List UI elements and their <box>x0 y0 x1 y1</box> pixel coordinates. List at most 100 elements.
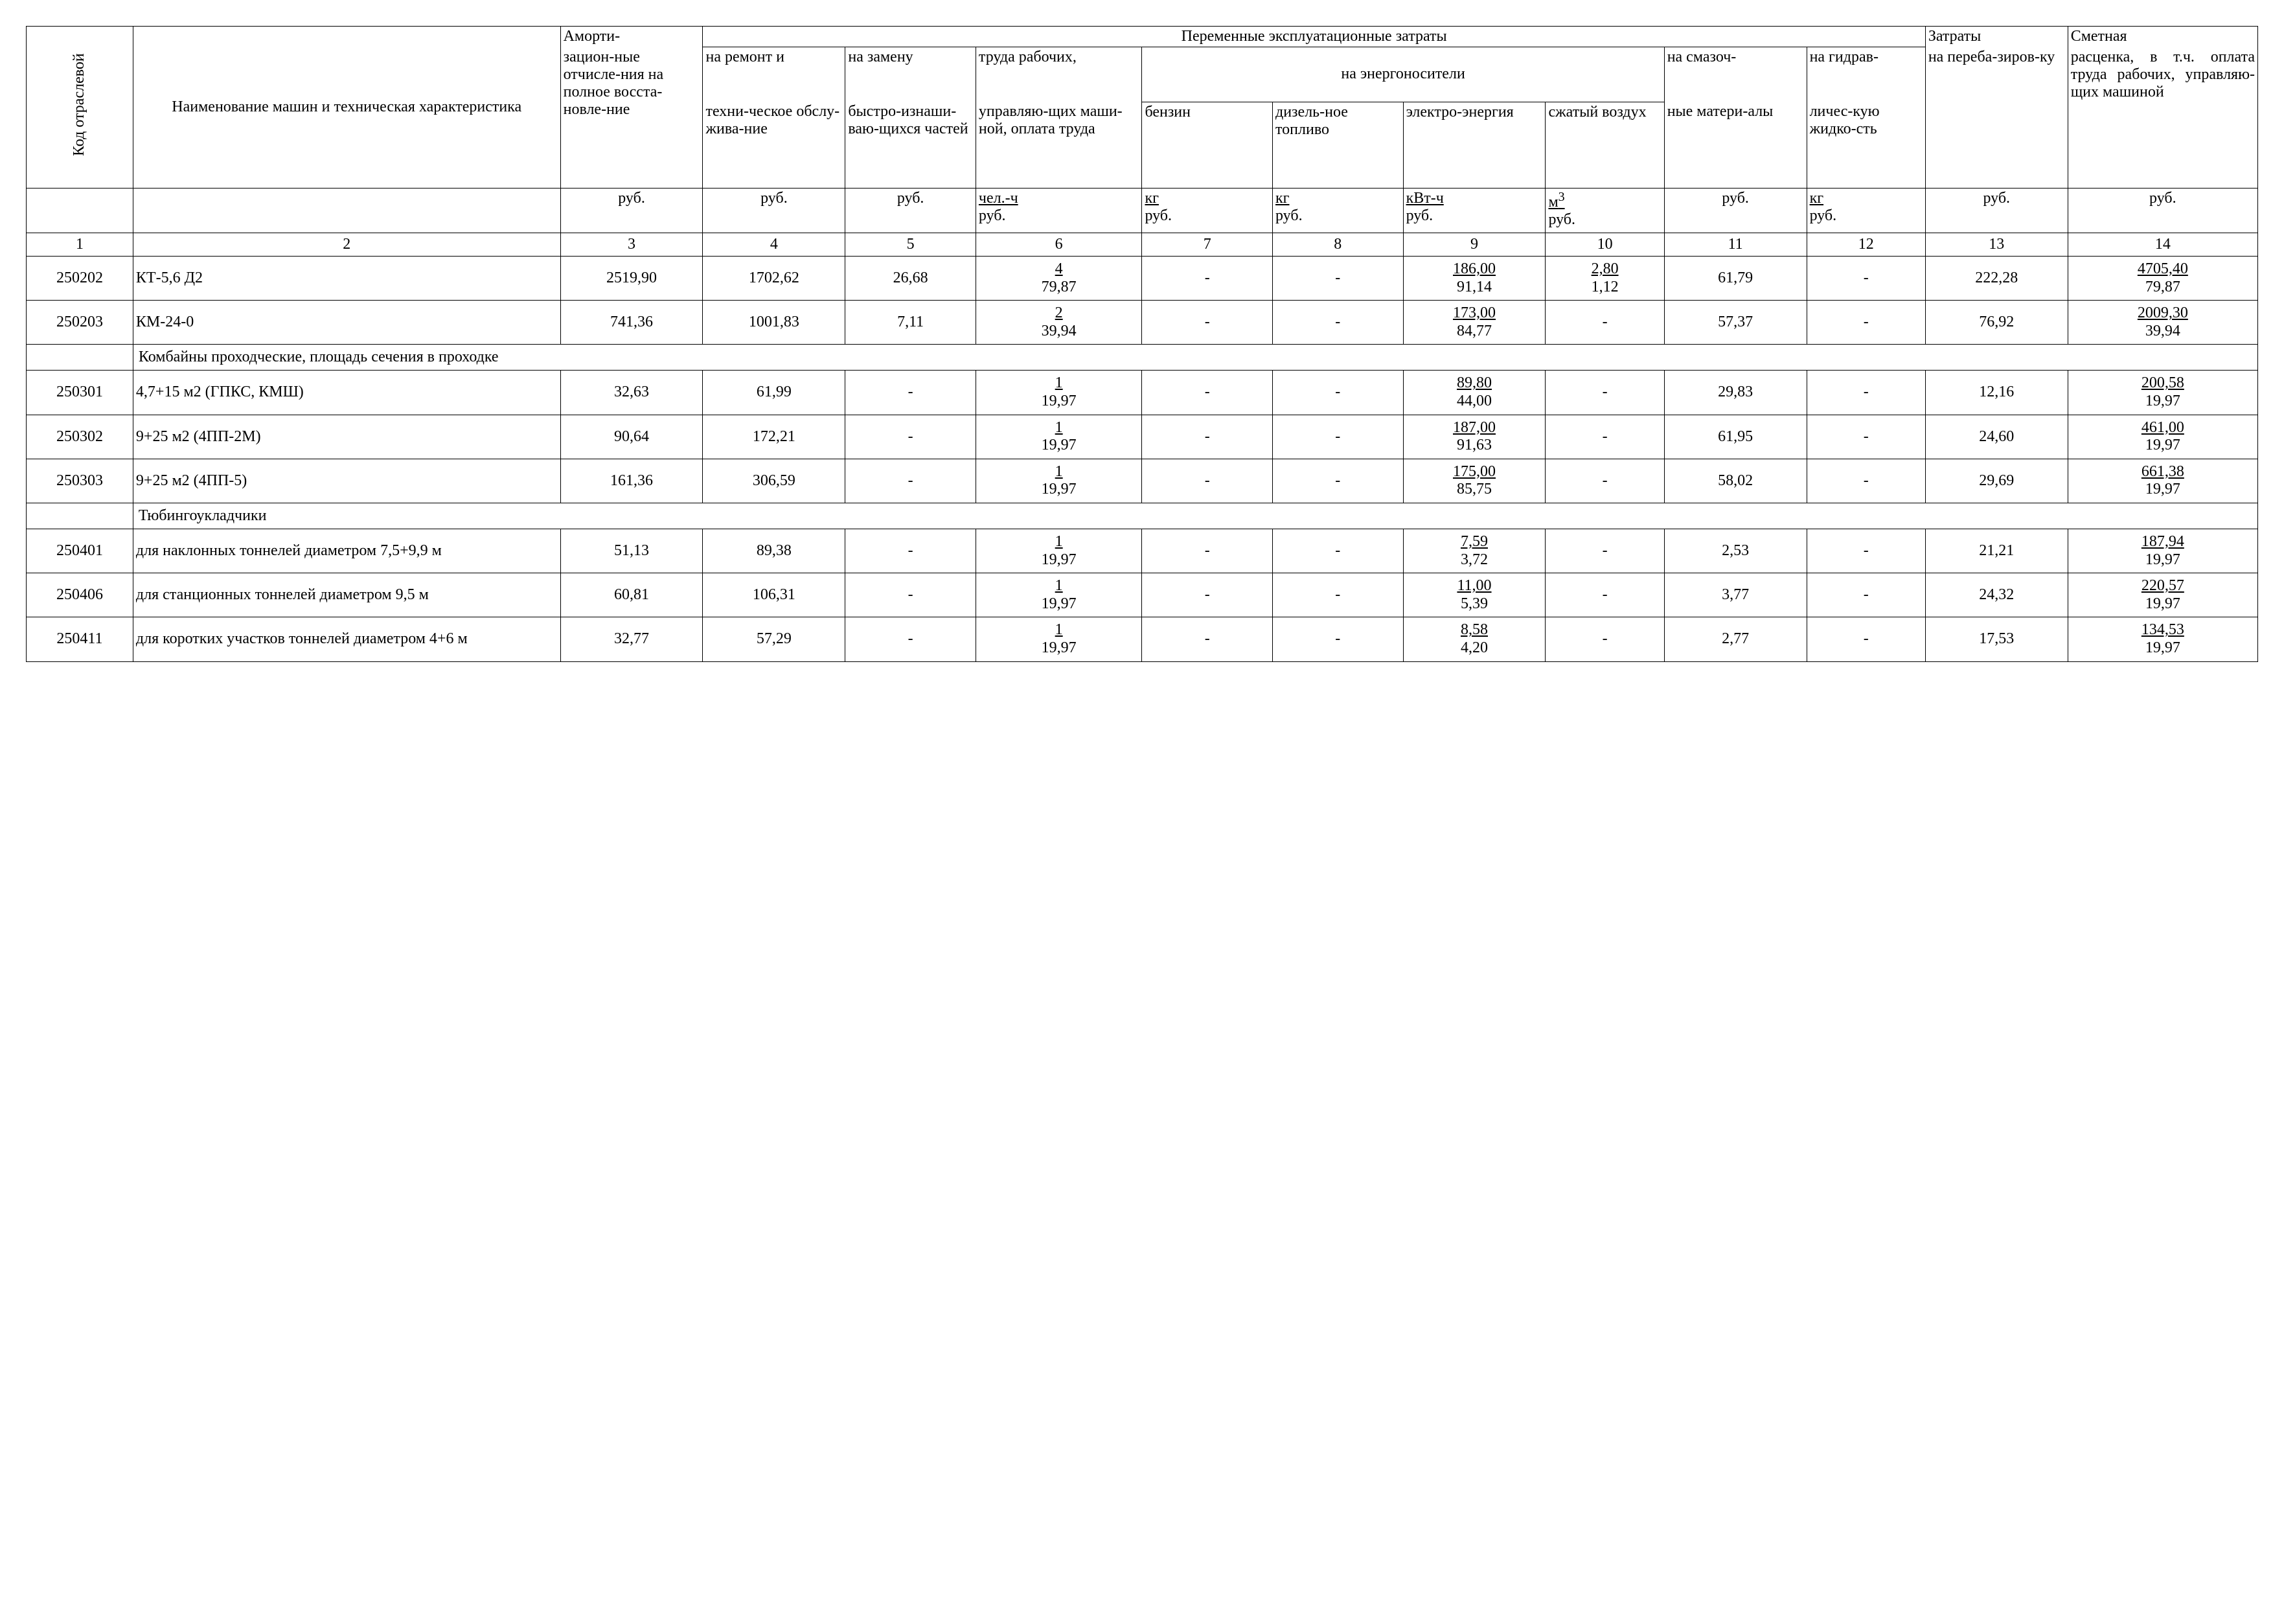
c9: 89,8044,00 <box>1403 371 1546 415</box>
hdr-col8: дизель-ное топливо <box>1273 102 1404 188</box>
code-cell: 250411 <box>27 617 133 661</box>
hdr-col6: управляю-щих маши-ной, оплата труда <box>976 102 1142 188</box>
c10: - <box>1546 371 1664 415</box>
cn11: 11 <box>1664 233 1807 257</box>
c9: 11,005,39 <box>1403 573 1546 617</box>
c8: - <box>1273 301 1404 345</box>
c8: - <box>1273 257 1404 301</box>
c3: 161,36 <box>560 459 703 503</box>
hdr-col14: расценка, в т.ч. оплата труда рабочих, у… <box>2068 47 2257 189</box>
cn1: 1 <box>27 233 133 257</box>
name-cell: 9+25 м2 (4ПП-2М) <box>133 415 560 459</box>
u14: руб. <box>2068 189 2257 233</box>
c10: - <box>1546 573 1664 617</box>
hdr-col10: сжатый воздух <box>1546 102 1664 188</box>
c4: 61,99 <box>703 371 845 415</box>
name-cell: 4,7+15 м2 (ГПКС, КМШ) <box>133 371 560 415</box>
c11: 2,77 <box>1664 617 1807 661</box>
c9: 8,584,20 <box>1403 617 1546 661</box>
u10: м3руб. <box>1546 189 1664 233</box>
c9: 7,593,72 <box>1403 529 1546 573</box>
code-cell: 250302 <box>27 415 133 459</box>
cn6: 6 <box>976 233 1142 257</box>
c4: 172,21 <box>703 415 845 459</box>
c3: 60,81 <box>560 573 703 617</box>
c12: - <box>1807 371 1925 415</box>
c3: 2519,90 <box>560 257 703 301</box>
u12: кгруб. <box>1807 189 1925 233</box>
c9: 173,0084,77 <box>1403 301 1546 345</box>
table-row: 250203КМ-24-0741,361001,837,11239,94--17… <box>27 301 2258 345</box>
code-cell: 250301 <box>27 371 133 415</box>
cn10: 10 <box>1546 233 1664 257</box>
c4: 306,59 <box>703 459 845 503</box>
c5: 26,68 <box>845 257 976 301</box>
name-cell: КТ-5,6 Д2 <box>133 257 560 301</box>
cn8: 8 <box>1273 233 1404 257</box>
c10: - <box>1546 529 1664 573</box>
c11: 2,53 <box>1664 529 1807 573</box>
cn2: 2 <box>133 233 560 257</box>
c7: - <box>1142 459 1273 503</box>
c5: - <box>845 617 976 661</box>
cn3: 3 <box>560 233 703 257</box>
c14: 2009,3039,94 <box>2068 301 2257 345</box>
section-title: Тюбингоукладчики <box>133 503 2257 529</box>
table-row: 2503029+25 м2 (4ПП-2М)90,64172,21-119,97… <box>27 415 2258 459</box>
u9: кВт-чруб. <box>1403 189 1546 233</box>
c13: 76,92 <box>1925 301 2068 345</box>
c6: 119,97 <box>976 529 1142 573</box>
c6: 119,97 <box>976 371 1142 415</box>
hdr-col3: зацион-ные отчисле-ния на полное восста-… <box>560 47 703 189</box>
c11: 29,83 <box>1664 371 1807 415</box>
section-row: Тюбингоукладчики <box>27 503 2258 529</box>
c7: - <box>1142 257 1273 301</box>
hdr-col6-top: труда рабочих, <box>976 47 1142 102</box>
code-cell: 250203 <box>27 301 133 345</box>
c7: - <box>1142 617 1273 661</box>
hdr-col13-top: Затраты <box>1925 27 2068 47</box>
c9: 175,0085,75 <box>1403 459 1546 503</box>
c11: 57,37 <box>1664 301 1807 345</box>
c6: 119,97 <box>976 415 1142 459</box>
c5: - <box>845 415 976 459</box>
c14: 220,5719,97 <box>2068 573 2257 617</box>
c3: 32,63 <box>560 371 703 415</box>
c10: 2,801,12 <box>1546 257 1664 301</box>
c4: 1001,83 <box>703 301 845 345</box>
c3: 741,36 <box>560 301 703 345</box>
table-row: 250406для станционных тоннелей диаметром… <box>27 573 2258 617</box>
c10: - <box>1546 459 1664 503</box>
c10: - <box>1546 617 1664 661</box>
c5: - <box>845 573 976 617</box>
c12: - <box>1807 301 1925 345</box>
cn5: 5 <box>845 233 976 257</box>
hdr-col5-top: на замену <box>845 47 976 102</box>
hdr-col7: бензин <box>1142 102 1273 188</box>
hdr-col4: техни-ческое обслу-жива-ние <box>703 102 845 188</box>
units-row: руб. руб. руб. чел.-чруб. кгруб. кгруб. … <box>27 189 2258 233</box>
cn9: 9 <box>1403 233 1546 257</box>
c13: 24,60 <box>1925 415 2068 459</box>
c7: - <box>1142 371 1273 415</box>
c7: - <box>1142 573 1273 617</box>
c7: - <box>1142 529 1273 573</box>
c14: 134,5319,97 <box>2068 617 2257 661</box>
c5: - <box>845 459 976 503</box>
name-cell: для станционных тоннелей диаметром 9,5 м <box>133 573 560 617</box>
hdr-col9: электро-энергия <box>1403 102 1546 188</box>
c12: - <box>1807 617 1925 661</box>
name-cell: для наклонных тоннелей диаметром 7,5+9,9… <box>133 529 560 573</box>
section-title: Комбайны проходческие, площадь сечения в… <box>133 345 2257 371</box>
c11: 61,95 <box>1664 415 1807 459</box>
c8: - <box>1273 573 1404 617</box>
table-row: 2503014,7+15 м2 (ГПКС, КМШ)32,6361,99-11… <box>27 371 2258 415</box>
c4: 1702,62 <box>703 257 845 301</box>
cn4: 4 <box>703 233 845 257</box>
hdr-energy: на энергоносители <box>1142 47 1664 102</box>
hdr-col12: личес-кую жидко-сть <box>1807 102 1925 188</box>
c13: 24,32 <box>1925 573 2068 617</box>
c5: - <box>845 529 976 573</box>
c8: - <box>1273 371 1404 415</box>
c6: 119,97 <box>976 617 1142 661</box>
